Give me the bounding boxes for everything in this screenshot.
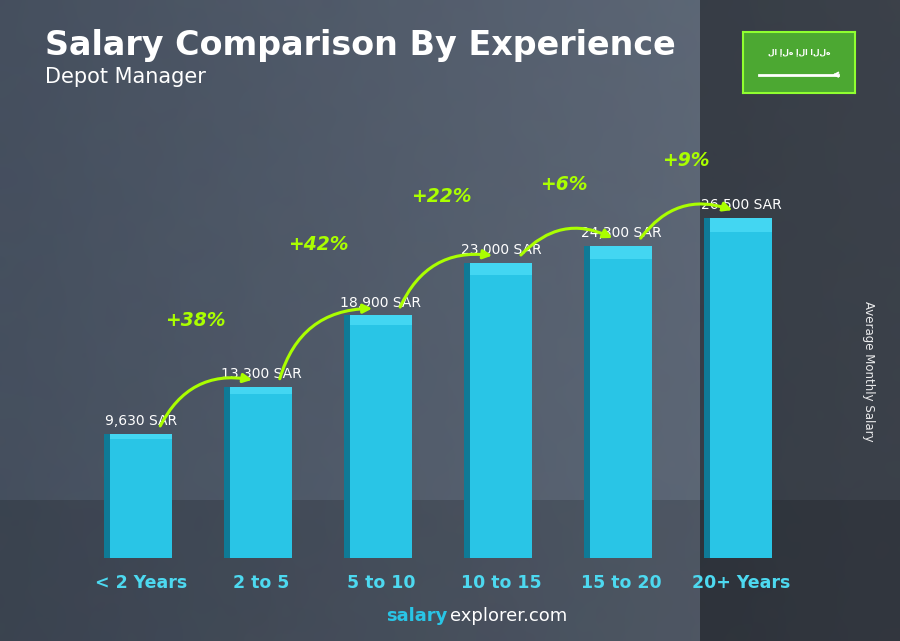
Text: 26,500 SAR: 26,500 SAR bbox=[700, 198, 781, 212]
Text: +6%: +6% bbox=[540, 175, 587, 194]
Bar bbox=[110, 434, 172, 439]
Text: 18,900 SAR: 18,900 SAR bbox=[340, 296, 421, 310]
Text: +42%: +42% bbox=[288, 235, 349, 254]
Bar bbox=[590, 246, 652, 258]
Text: explorer.com: explorer.com bbox=[450, 607, 567, 625]
Text: 23,000 SAR: 23,000 SAR bbox=[461, 243, 541, 257]
Bar bbox=[470, 263, 532, 274]
Text: Depot Manager: Depot Manager bbox=[45, 67, 206, 87]
Bar bbox=[344, 315, 350, 558]
Bar bbox=[583, 246, 590, 558]
Text: 9,630 SAR: 9,630 SAR bbox=[105, 415, 177, 428]
Bar bbox=[230, 387, 292, 558]
Bar bbox=[710, 218, 772, 231]
Text: 24,300 SAR: 24,300 SAR bbox=[580, 226, 662, 240]
Bar bbox=[223, 387, 230, 558]
Bar bbox=[104, 434, 110, 558]
Text: Average Monthly Salary: Average Monthly Salary bbox=[862, 301, 875, 442]
Bar bbox=[710, 218, 772, 558]
Bar bbox=[350, 315, 412, 325]
Bar bbox=[704, 218, 710, 558]
Bar bbox=[230, 387, 292, 394]
Text: لا إله إلا الله: لا إله إلا الله bbox=[768, 47, 830, 56]
Bar bbox=[350, 315, 412, 558]
Text: +9%: +9% bbox=[662, 151, 709, 170]
Text: salary: salary bbox=[386, 607, 447, 625]
Text: 13,300 SAR: 13,300 SAR bbox=[220, 367, 302, 381]
Bar bbox=[464, 263, 470, 558]
Bar bbox=[110, 434, 172, 558]
Text: +22%: +22% bbox=[410, 187, 472, 206]
Bar bbox=[590, 246, 652, 558]
Text: Salary Comparison By Experience: Salary Comparison By Experience bbox=[45, 29, 676, 62]
Text: +38%: +38% bbox=[165, 311, 225, 330]
Bar bbox=[470, 263, 532, 558]
